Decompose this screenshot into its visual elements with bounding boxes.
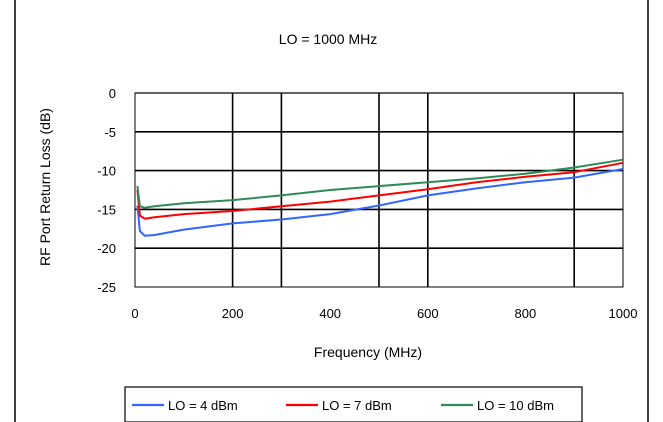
y-tick-label: 0: [109, 86, 116, 101]
y-tick-label: -15: [97, 202, 116, 217]
y-tick-label: -25: [97, 280, 116, 295]
series-line-0: [136, 168, 624, 237]
vertical-gridlines: [231, 93, 576, 287]
legend-label-1: LO = 7 dBm: [322, 398, 392, 413]
x-axis-label: Frequency (MHz): [314, 344, 422, 360]
y-tick-labels: 0 -5 -10 -15 -20 -25: [97, 86, 116, 295]
x-tick-label: 1000: [609, 306, 638, 321]
y-tick-label: -5: [104, 125, 116, 140]
legend-box: [124, 386, 583, 422]
x-tick-labels: 0 200 400 600 800 1000: [131, 306, 637, 321]
legend: LO = 4 dBm LO = 7 dBm LO = 10 dBm: [124, 386, 583, 422]
y-tick-label: -10: [97, 164, 116, 179]
y-axis-label: RF Port Return Loss (dB): [37, 108, 53, 266]
x-tick-label: 600: [417, 306, 439, 321]
series-line-2: [136, 158, 624, 209]
series-lines: [136, 158, 624, 237]
legend-label-0: LO = 4 dBm: [168, 398, 238, 413]
series-line-1: [136, 161, 624, 220]
x-tick-label: 0: [131, 306, 138, 321]
plot-area-border: [134, 92, 624, 288]
x-tick-label: 400: [319, 306, 341, 321]
x-tick-label: 200: [222, 306, 244, 321]
y-tick-label: -20: [97, 241, 116, 256]
chart-title: LO = 1000 MHz: [279, 31, 377, 47]
x-tick-label: 800: [515, 306, 537, 321]
legend-label-2: LO = 10 dBm: [477, 398, 554, 413]
